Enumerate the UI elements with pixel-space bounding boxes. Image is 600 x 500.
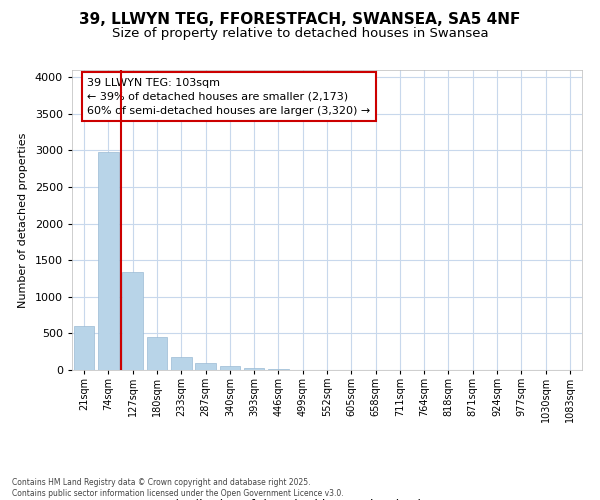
Text: Contains HM Land Registry data © Crown copyright and database right 2025.
Contai: Contains HM Land Registry data © Crown c… [12, 478, 344, 498]
Bar [98, 152, 119, 370]
Bar [146, 337, 167, 370]
Bar [74, 326, 94, 370]
Bar [195, 362, 216, 370]
Bar [244, 368, 265, 370]
Text: 39, LLWYN TEG, FFORESTFACH, SWANSEA, SA5 4NF: 39, LLWYN TEG, FFORESTFACH, SWANSEA, SA5… [79, 12, 521, 28]
Bar [220, 366, 240, 370]
Text: 39 LLWYN TEG: 103sqm
← 39% of detached houses are smaller (2,173)
60% of semi-de: 39 LLWYN TEG: 103sqm ← 39% of detached h… [88, 78, 371, 116]
Y-axis label: Number of detached properties: Number of detached properties [18, 132, 28, 308]
Bar [122, 272, 143, 370]
Bar [171, 357, 191, 370]
X-axis label: Distribution of detached houses by size in Swansea: Distribution of detached houses by size … [166, 498, 488, 500]
Text: Size of property relative to detached houses in Swansea: Size of property relative to detached ho… [112, 28, 488, 40]
